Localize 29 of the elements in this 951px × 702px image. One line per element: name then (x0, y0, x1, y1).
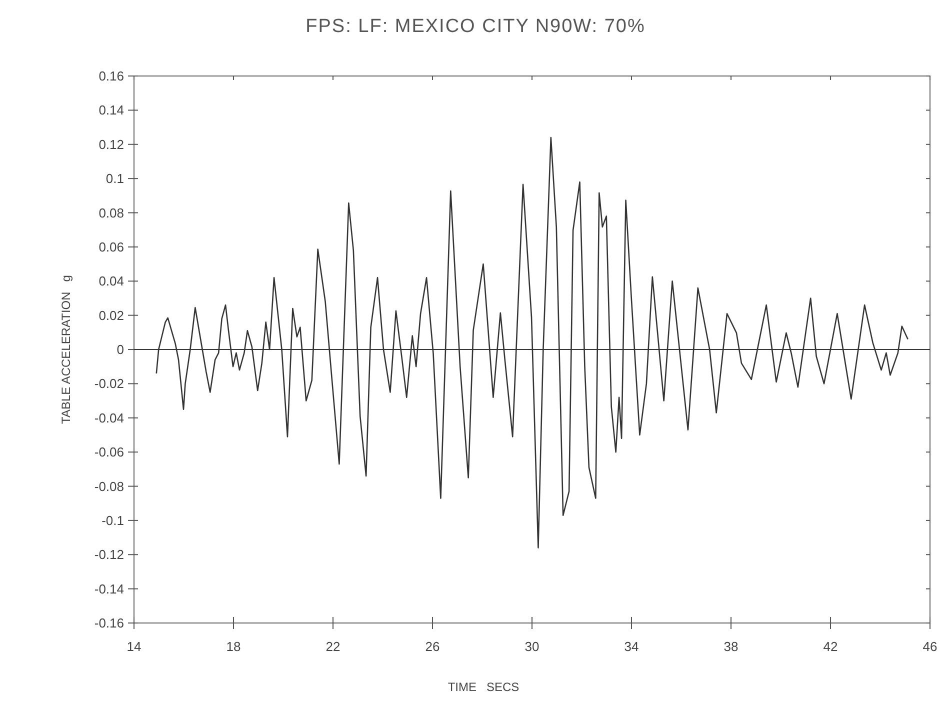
x-tick-label: 30 (524, 639, 540, 654)
y-tick-label: -0.02 (94, 376, 124, 392)
y-tick-label: 0.12 (98, 136, 124, 152)
y-tick-label: -0.08 (94, 478, 124, 494)
x-tick-label: 22 (326, 639, 340, 654)
y-tick-label: -0.04 (94, 410, 124, 426)
y-tick-label: 0.08 (98, 205, 124, 220)
x-tick-label: 14 (126, 639, 142, 654)
y-tick-label: 0.16 (98, 68, 124, 84)
y-tick-label: 0.14 (98, 102, 124, 118)
y-tick-label: -0.16 (94, 616, 124, 631)
chart-title: FPS: LF: MEXICO CITY N90W: 70% (306, 16, 646, 37)
x-tick-label: 38 (724, 639, 738, 654)
x-tick-label: 34 (624, 639, 639, 654)
y-tick-label: -0.06 (94, 444, 124, 460)
y-tick-label: -0.12 (94, 547, 124, 562)
y-tick-label: 0.1 (106, 171, 124, 186)
y-tick-label: -0.1 (102, 512, 124, 528)
x-axis-title: TIME SECS (448, 680, 520, 694)
x-tick-label: 18 (226, 639, 241, 654)
y-tick-label: 0.02 (98, 308, 124, 323)
x-tick-label: 46 (922, 639, 938, 654)
x-tick-label: 42 (823, 639, 838, 654)
x-tick-label: 26 (425, 639, 440, 654)
y-tick-label: -0.14 (94, 581, 124, 596)
y-tick-label: 0 (116, 342, 124, 358)
y-tick-label: 0.06 (98, 239, 124, 254)
y-tick-label: 0.04 (98, 274, 124, 289)
y-axis-title: TABLE ACCELERATION g (59, 275, 73, 424)
